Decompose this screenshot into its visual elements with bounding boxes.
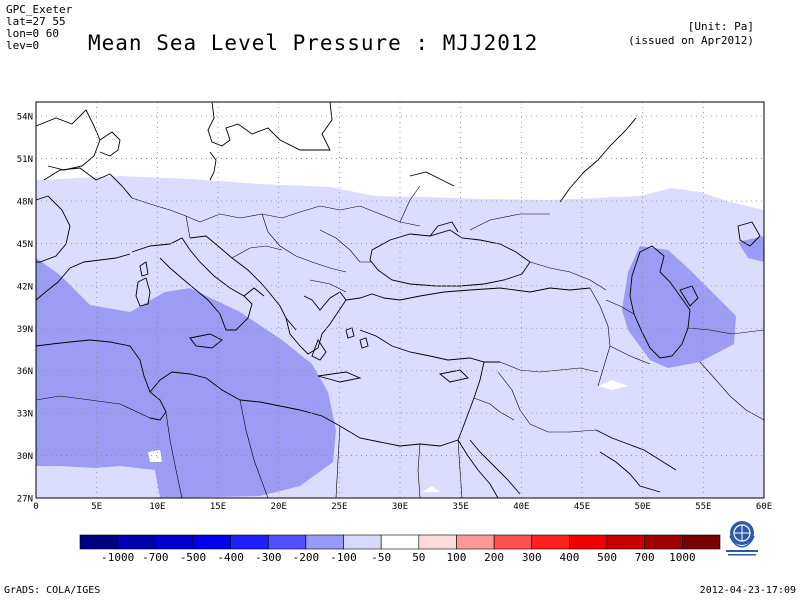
colorbar-swatch (267, 534, 307, 550)
lon-tick-label: 10E (149, 502, 165, 512)
colorbar-swatch (606, 534, 646, 550)
footer-timestamp: 2012-04-23-17:09 (699, 585, 796, 596)
lat-tick-label: 36N (17, 367, 33, 377)
anomaly-region-neutral-iran (598, 380, 628, 390)
issued-label: (issued on Apr2012) (628, 34, 754, 47)
colorbar-swatch (493, 534, 533, 550)
lon-tick-label: 20E (271, 502, 287, 512)
colorbar-swatch (117, 534, 156, 550)
colorbar-swatch (456, 534, 495, 550)
colorbar-label: 500 (597, 551, 617, 564)
colorbar: -1000 -700 -500 -400 -300 -200 -100 -50 50 100 200… (79, 534, 721, 564)
colorbar-swatch (154, 534, 194, 550)
colorbar-swatch (343, 534, 382, 550)
colorbar-label: 50 (412, 551, 425, 564)
colorbar-label: -200 (293, 551, 320, 564)
lat-tick-label: 45N (17, 240, 33, 250)
colorbar-swatch (569, 534, 608, 550)
lat-tick-label: 48N (17, 198, 33, 208)
colorbar-label: -300 (255, 551, 282, 564)
lat-tick-label: 33N (17, 410, 33, 420)
lat-tick-label: 42N (17, 282, 33, 292)
colorbar-label: -50 (371, 551, 391, 564)
colorbar-label: 200 (484, 551, 504, 564)
colorbar-label: -700 (142, 551, 169, 564)
colorbar-swatch (380, 534, 420, 550)
map-frame (35, 101, 765, 499)
colorbar-label: -100 (330, 551, 357, 564)
coastlines (35, 101, 761, 499)
unit-info: [Unit: Pa] (issued on Apr2012) (628, 20, 754, 48)
colorbar-swatch (531, 534, 570, 550)
lat-range-label: lat=27 55 (6, 15, 66, 28)
lat-tick-label: 54N (17, 113, 33, 123)
colorbar-label: -1000 (101, 551, 134, 564)
colorbar-label: 100 (447, 551, 467, 564)
lat-tick-label: 27N (17, 495, 33, 505)
lon-tick-label: 50E (635, 502, 651, 512)
lon-tick-label: 25E (331, 502, 347, 512)
anomaly-region-medium-west (36, 258, 336, 498)
lat-tick-label: 30N (17, 452, 33, 462)
colorbar-swatch (682, 534, 721, 550)
country-borders (35, 185, 765, 499)
wmo-emblem-icon (726, 521, 758, 556)
footer-grads-credit: GrADS: COLA/IGES (4, 585, 101, 596)
lat-tick-label: 51N (17, 155, 33, 165)
colorbar-label: 1000 (669, 551, 696, 564)
colorbar-swatch (305, 534, 344, 550)
longitude-tick-labels: 0 5E 10E 15E 20E 25E 30E 35E 40E 45E 50E 55E 60E (33, 502, 772, 512)
anomaly-region-neutral-nafrica (148, 450, 162, 462)
colorbar-label: 300 (522, 551, 542, 564)
anomaly-region-medium-caspian (622, 246, 736, 368)
lon-tick-label: 60E (756, 502, 772, 512)
colorbar-label: 700 (635, 551, 655, 564)
latitude-tick-labels: 54N 51N 48N 45N 42N 39N 36N 33N 30N 27N (17, 113, 33, 505)
colorbar-swatch (644, 534, 683, 550)
lon-tick-label: 5E (91, 502, 102, 512)
unit-label: [Unit: Pa] (687, 20, 754, 33)
lon-tick-label: 30E (392, 502, 408, 512)
lon-tick-label: 55E (695, 502, 711, 512)
level-label: lev=0 (6, 39, 40, 52)
lon-tick-label: 35E (453, 502, 469, 512)
anomaly-region-neutral-egypt (422, 486, 440, 492)
colorbar-label: 400 (559, 551, 579, 564)
lon-tick-label: 0 (33, 502, 38, 512)
colorbar-swatch (192, 534, 231, 550)
grid-lines (36, 102, 764, 498)
lon-tick-label: 45E (574, 502, 590, 512)
lon-range-label: lon=0 60 (6, 27, 59, 40)
colorbar-label: -400 (217, 551, 244, 564)
lon-tick-label: 15E (210, 502, 226, 512)
colorbar-swatch (79, 534, 118, 550)
model-info: GPC_Exeter lat=27 55 lon=0 60 lev=0 (6, 4, 72, 52)
page-title: Mean Sea Level Pressure : MJJ2012 (88, 31, 539, 55)
colorbar-swatch (230, 534, 269, 550)
lat-tick-label: 39N (17, 325, 33, 335)
colorbar-label: -500 (180, 551, 207, 564)
colorbar-swatch (418, 534, 457, 550)
lon-tick-label: 40E (513, 502, 529, 512)
model-name: GPC_Exeter (6, 3, 73, 16)
